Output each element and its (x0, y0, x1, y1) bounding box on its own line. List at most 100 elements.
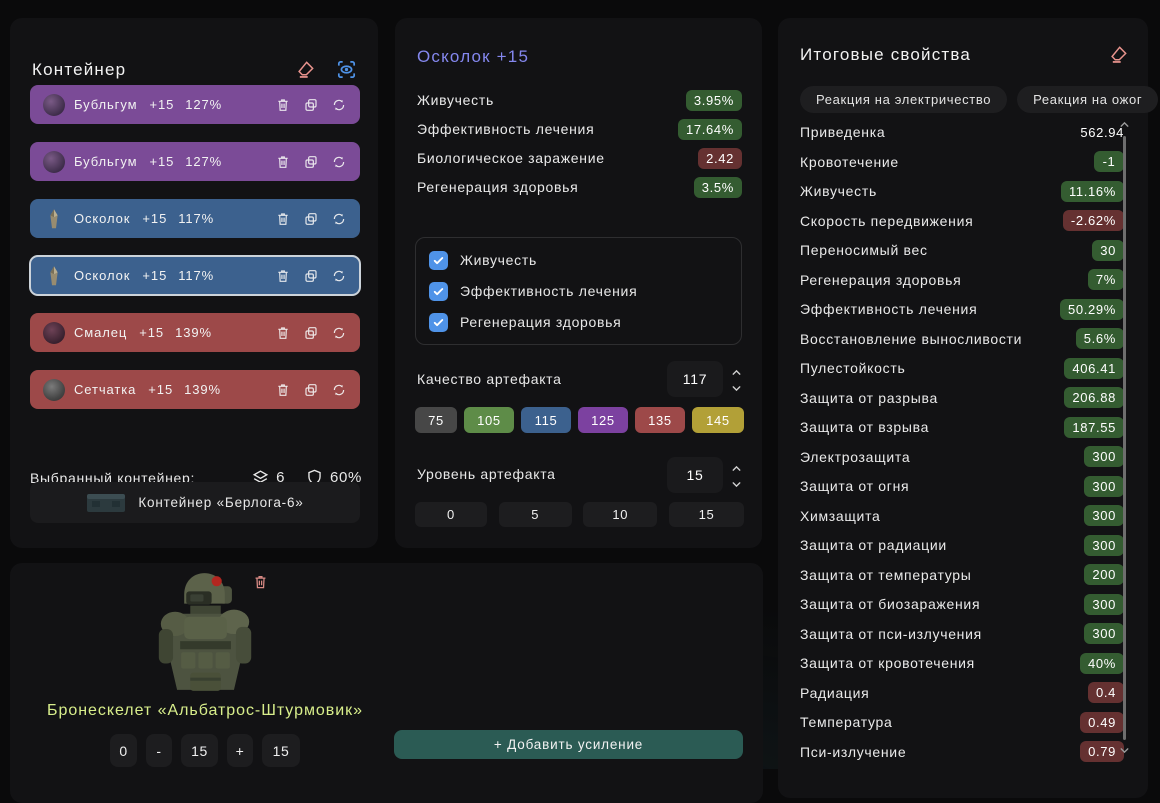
checkbox-checked[interactable] (429, 281, 448, 301)
container-item-row[interactable]: Бубльгум +15 127% (30, 85, 360, 124)
trash-icon[interactable] (275, 382, 291, 398)
stat-value: 3.5% (693, 176, 742, 198)
artifact-quality: 127% (185, 97, 223, 112)
stat-value: 0.79 (1080, 741, 1124, 762)
stat-row: Защита от разрыва 206.88 (800, 386, 1124, 410)
quality-preset-button[interactable]: 145 (692, 407, 744, 433)
stepper-max-button[interactable]: 15 (262, 734, 300, 767)
artifact-level: +15 (139, 325, 165, 340)
stepper-plus-button[interactable]: + (227, 734, 253, 767)
container-item-row[interactable]: Осколок +15 117% (30, 199, 360, 238)
trash-icon[interactable] (275, 154, 291, 170)
eraser-icon[interactable] (1108, 44, 1129, 65)
stat-value: 200 (1084, 564, 1124, 585)
stat-label: Защита от пси-излучения (800, 625, 982, 642)
reaction-chip[interactable]: Реакция на электричество (800, 86, 1008, 113)
reaction-chip[interactable]: Реакция на ожог (1017, 86, 1159, 113)
stat-row: Температура 0.49 (800, 710, 1124, 734)
quality-preset-button[interactable]: 125 (578, 407, 628, 433)
chevron-down-icon[interactable] (729, 382, 744, 395)
stat-value: 0.4 (1087, 682, 1124, 703)
copy-icon[interactable] (303, 97, 319, 113)
stepper-minus-button[interactable]: - (146, 734, 172, 767)
stat-row: Эффективность лечения 17.64% (417, 117, 742, 141)
stat-row: Переносимый вес 30 (800, 238, 1124, 262)
trash-icon[interactable] (275, 268, 291, 284)
filter-row[interactable]: Регенерация здоровья (429, 310, 741, 334)
level-preset-button[interactable]: 10 (583, 502, 658, 527)
trash-icon[interactable] (275, 97, 291, 113)
trash-icon[interactable] (252, 573, 269, 591)
chevron-up-icon[interactable] (729, 366, 744, 379)
level-preset-button[interactable]: 15 (668, 502, 744, 527)
stat-value: 206.88 (1064, 387, 1124, 408)
quality-label: Качество артефакта (417, 371, 562, 387)
chevron-down-icon[interactable] (729, 478, 744, 491)
stat-row: Защита от пси-излучения 300 (800, 622, 1124, 646)
stat-value: 50.29% (1060, 298, 1124, 320)
refresh-icon[interactable] (331, 325, 347, 341)
checkbox-checked[interactable] (429, 250, 448, 270)
eye-scan-icon[interactable] (335, 58, 358, 81)
artifact-icon (46, 207, 62, 231)
refresh-icon[interactable] (331, 97, 347, 113)
armor-panel: Бронескелет «Альбатрос-Штурмовик» 0 - 15… (10, 563, 763, 803)
quality-input[interactable] (667, 361, 723, 397)
quality-preset-button[interactable]: 115 (521, 407, 571, 433)
stat-label: Скорость передвижения (800, 212, 974, 229)
container-item-row[interactable]: Бубльгум +15 127% (30, 142, 360, 181)
scrollbar[interactable] (1123, 136, 1126, 740)
stat-label: Температура (800, 714, 893, 730)
scroll-down-icon[interactable] (1118, 744, 1131, 757)
level-input[interactable] (667, 457, 723, 493)
level-preset-button[interactable]: 5 (498, 502, 572, 527)
copy-icon[interactable] (303, 325, 319, 341)
copy-icon[interactable] (303, 154, 319, 170)
stat-row: Приведенка 562.94 (800, 120, 1124, 144)
trash-icon[interactable] (275, 211, 291, 227)
filter-row[interactable]: Эффективность лечения (429, 279, 741, 303)
refresh-icon[interactable] (331, 211, 347, 227)
quality-preset-button[interactable]: 135 (635, 407, 685, 433)
stat-row: Защита от радиации 300 (800, 533, 1124, 557)
stat-label: Кровотечение (800, 153, 899, 170)
container-item-row[interactable]: Смалец +15 139% (30, 313, 360, 352)
chevron-up-icon[interactable] (729, 462, 744, 475)
filter-row[interactable]: Живучесть (429, 248, 741, 272)
stepper-min-button[interactable]: 0 (110, 734, 137, 767)
copy-icon[interactable] (303, 211, 319, 227)
refresh-icon[interactable] (331, 268, 347, 284)
copy-icon[interactable] (303, 268, 319, 284)
stat-value: 300 (1084, 623, 1124, 644)
stepper-value[interactable]: 15 (181, 734, 218, 767)
refresh-icon[interactable] (331, 154, 347, 170)
reaction-chips: Реакция на электричество Реакция на ожог (800, 86, 1159, 113)
checkbox-label: Регенерация здоровья (460, 314, 622, 330)
stat-row: Регенерация здоровья 7% (800, 268, 1124, 292)
container-item-row[interactable]: Сетчатка +15 139% (30, 370, 360, 409)
stat-row: Защита от взрыва 187.55 (800, 415, 1124, 439)
level-preset-button[interactable]: 0 (415, 502, 487, 527)
quality-preset-button[interactable]: 75 (415, 407, 457, 433)
refresh-icon[interactable] (331, 382, 347, 398)
eraser-icon[interactable] (295, 59, 316, 80)
quality-preset-button[interactable]: 105 (464, 407, 514, 433)
stat-value: 30 (1092, 239, 1124, 261)
stat-row: Восстановление выносливости 5.6% (800, 327, 1124, 351)
scroll-up-icon[interactable] (1118, 118, 1131, 131)
stat-row: Защита от кровотечения 40% (800, 651, 1124, 675)
add-upgrade-button[interactable]: + Добавить усиление (394, 730, 743, 759)
container-item-row-selected[interactable]: Осколок +15 117% (29, 255, 361, 296)
stat-row: Электрозащита 300 (800, 445, 1124, 469)
container-name: Контейнер «Берлога-6» (138, 495, 304, 510)
container-meta: 6 60% (251, 468, 362, 487)
stat-label: Регенерация здоровья (800, 271, 962, 288)
checkbox-checked[interactable] (429, 312, 448, 332)
results-title: Итоговые свойства (800, 45, 972, 64)
copy-icon[interactable] (303, 382, 319, 398)
trash-icon[interactable] (275, 325, 291, 341)
stat-value: 3.95% (685, 89, 742, 111)
stat-value: 562.94 (1080, 124, 1124, 140)
stat-label: Приведенка (800, 124, 886, 140)
selected-container-item[interactable]: Контейнер «Берлога-6» (30, 482, 360, 523)
